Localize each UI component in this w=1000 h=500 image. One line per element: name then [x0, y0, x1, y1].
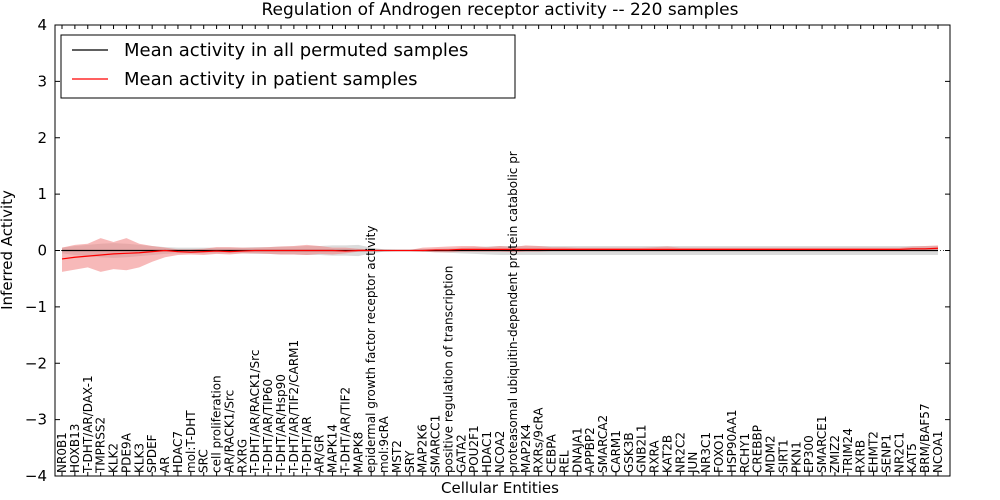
x-tick-label: MAP2K6 — [416, 424, 430, 473]
x-tick-label: RXRs/9cRA — [532, 407, 546, 473]
y-tick-label: −4 — [25, 467, 47, 485]
x-tick-label: SRY — [403, 450, 417, 473]
x-tick-label: T-DHT/AR/RACK1/Src — [248, 350, 262, 474]
x-tick-label: RCHY1 — [738, 433, 752, 473]
x-tick-label: TMPRSS2 — [94, 417, 108, 474]
x-tick-label: EP300 — [802, 435, 816, 473]
x-tick-label: JUN — [686, 452, 700, 474]
x-tick-label: NR0B1 — [55, 432, 69, 473]
x-tick-label: MST2 — [390, 440, 404, 473]
x-tick-label: SMARCE1 — [815, 415, 829, 473]
x-tick-label: mol:9cRA — [377, 416, 391, 473]
chart-title: Regulation of Androgen receptor activity… — [262, 0, 739, 20]
x-tick-label: epidermal growth factor receptor activit… — [364, 226, 378, 473]
x-tick-label: CEBPA — [545, 433, 559, 473]
x-tick-label: GSK3B — [622, 432, 636, 473]
y-tick-label: 1 — [37, 185, 47, 203]
x-tick-label: T-DHT/AR/TIF2 — [338, 387, 352, 474]
x-tick-label: T-DHT/AR/TIF2/CARM1 — [287, 340, 301, 474]
x-tick-label: SENP1 — [879, 434, 893, 473]
x-tick-label: HSP90AA1 — [725, 409, 739, 473]
x-tick-label: REL — [557, 450, 571, 473]
x-tick-label: SIRT1 — [776, 439, 790, 473]
x-tick-label: RXRB — [854, 440, 868, 473]
x-tick-label: RXRG — [235, 439, 249, 473]
x-tick-label: NR3C1 — [699, 432, 713, 473]
x-tick-label: AR/GR — [313, 435, 327, 473]
x-tick-label: DNAJA1 — [570, 427, 584, 473]
x-tick-label: GNB2L1 — [635, 425, 649, 473]
band-patient — [62, 238, 938, 272]
x-tick-label: SPDEF — [145, 434, 159, 473]
x-tick-label: KLK3 — [132, 443, 146, 473]
x-tick-label: HDAC1 — [480, 431, 494, 473]
x-axis-label: Cellular Entities — [441, 479, 559, 497]
x-tick-label: T-DHT/AR/DAX-1 — [81, 375, 95, 474]
legend-label: Mean activity in patient samples — [124, 69, 418, 90]
x-tick-label: KAT2B — [660, 435, 674, 473]
x-tick-label: positive regulation of transcription — [441, 266, 455, 473]
x-tick-label: NCOA2 — [493, 431, 507, 473]
y-tick-label: −3 — [25, 411, 47, 429]
x-tick-label: BRM/BAF57 — [918, 403, 932, 473]
x-tick-labels: NR0B1HOXB13T-DHT/AR/DAX-1TMPRSS2KLK2PDE9… — [55, 25, 945, 476]
x-tick-label: CREBBP — [751, 425, 765, 473]
x-tick-label: ZMIZ2 — [828, 435, 842, 473]
x-tick-label: PKN1 — [789, 441, 803, 473]
x-tick-label: MAPK14 — [326, 424, 340, 473]
y-tick-label: 2 — [37, 129, 47, 147]
series-line-patient — [61, 247, 939, 260]
x-tick-label: proteasomal ubiquitin-dependent protein … — [506, 151, 520, 473]
x-tick-label: CARM1 — [609, 430, 623, 473]
x-tick-label: TRIM24 — [841, 428, 855, 474]
x-tick-label: SMARCA2 — [596, 415, 610, 473]
x-tick-label: MAPK8 — [351, 432, 365, 473]
x-tick-label: KLK2 — [107, 443, 121, 473]
x-tick-label: POU2F1 — [467, 425, 481, 473]
y-tick-label: 0 — [37, 242, 47, 260]
x-tick-label: GATA2 — [454, 434, 468, 473]
x-tick-label: mol:T-DHT — [184, 410, 198, 473]
x-tick-label: HDAC7 — [171, 431, 185, 473]
legend-label: Mean activity in all permuted samples — [124, 40, 468, 61]
x-tick-label: MDM2 — [764, 435, 778, 473]
x-tick-label: SRC — [197, 449, 211, 473]
x-tick-label: T-DHT/AR/TIP60 — [261, 379, 275, 474]
x-tick-label: T-DHT/AR/Hsp90 — [274, 374, 288, 474]
y-tick-label: 4 — [37, 16, 47, 34]
legend-box — [60, 34, 516, 99]
x-tick-label: AR — [158, 456, 172, 473]
y-tick-label: −2 — [25, 354, 47, 372]
y-axis: −4 −3 −2 −1 0 1 2 3 4 — [25, 16, 950, 485]
x-tick-label: cell proliferation — [210, 375, 224, 473]
x-tick-label: NR2C1 — [892, 432, 906, 473]
series-lines — [61, 247, 939, 260]
x-tick-label: PDE9A — [119, 432, 133, 473]
x-tick-label: HOXB13 — [68, 424, 82, 473]
y-tick-label: 3 — [37, 72, 47, 90]
x-tick-label: NCOA1 — [931, 431, 945, 473]
x-tick-label: AR/RACK1/Src — [222, 390, 236, 473]
x-tick-label: APPBP2 — [583, 427, 597, 473]
x-tick-label: MAP2K4 — [519, 424, 533, 473]
x-tick-label: EHMT2 — [867, 431, 881, 473]
y-axis-label: Inferred Activity — [0, 190, 16, 310]
x-tick-label: KAT5 — [905, 443, 919, 473]
x-tick-label: T-DHT/AR — [300, 416, 314, 474]
x-tick-label: SMARCC1 — [429, 415, 443, 473]
y-tick-label: −1 — [25, 298, 47, 316]
legend: Mean activity in all permuted samples Mea… — [60, 34, 516, 99]
x-tick-label: NR2C2 — [673, 432, 687, 473]
x-tick-label: FOXO1 — [712, 433, 726, 473]
x-tick-label: RXRA — [648, 440, 662, 473]
